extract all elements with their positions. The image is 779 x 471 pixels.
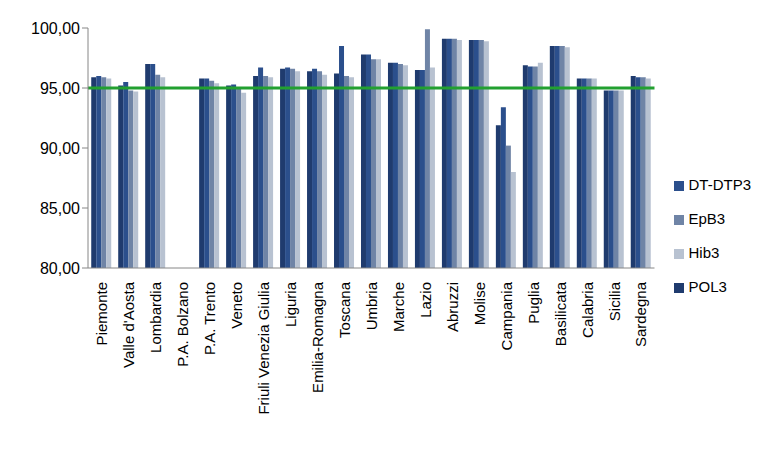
html-text:Hib3: Hib3 bbox=[688, 243, 720, 261]
svg-text:Calabria: Calabria bbox=[579, 281, 596, 338]
html-text:EpB3: EpB3 bbox=[688, 209, 726, 227]
svg-text:Campania: Campania bbox=[498, 281, 515, 350]
svg-text:Veneto: Veneto bbox=[228, 282, 245, 329]
svg-text:P.A. Trento: P.A. Trento bbox=[201, 282, 218, 355]
svg-text:Liguria: Liguria bbox=[282, 281, 299, 327]
svg-text:Piemonte: Piemonte bbox=[93, 282, 110, 345]
svg-text:Toscana: Toscana bbox=[336, 281, 353, 338]
svg-text:Emilia-Romagna: Emilia-Romagna bbox=[309, 281, 326, 393]
svg-text:Molise: Molise bbox=[471, 282, 488, 325]
svg-text:Basilicata: Basilicata bbox=[552, 281, 569, 346]
svg-text:P.A. Bolzano: P.A. Bolzano bbox=[174, 282, 191, 367]
svg-text:Puglia: Puglia bbox=[525, 281, 542, 323]
svg-text:95,00: 95,00 bbox=[40, 80, 80, 97]
svg-text:Abruzzi: Abruzzi bbox=[444, 282, 461, 332]
svg-text:Friuli Venezia Giulia: Friuli Venezia Giulia bbox=[255, 281, 272, 414]
svg-text:Valle d'Aosta: Valle d'Aosta bbox=[120, 281, 137, 368]
svg-text:100,00: 100,00 bbox=[31, 20, 80, 37]
svg-text:Umbria: Umbria bbox=[363, 281, 380, 330]
svg-text:Sicilia: Sicilia bbox=[606, 281, 623, 321]
svg-text:Lazio: Lazio bbox=[417, 282, 434, 318]
svg-text:80,00: 80,00 bbox=[40, 260, 80, 277]
svg-text:90,00: 90,00 bbox=[40, 140, 80, 157]
html-text:POL3: POL3 bbox=[688, 277, 727, 295]
svg-text:Marche: Marche bbox=[390, 282, 407, 332]
svg-text:85,00: 85,00 bbox=[40, 200, 80, 217]
html-text:DT-DTP3: DT-DTP3 bbox=[688, 175, 751, 193]
svg-text:Sardegna: Sardegna bbox=[632, 281, 649, 347]
svg-text:Lombardia: Lombardia bbox=[147, 281, 164, 353]
